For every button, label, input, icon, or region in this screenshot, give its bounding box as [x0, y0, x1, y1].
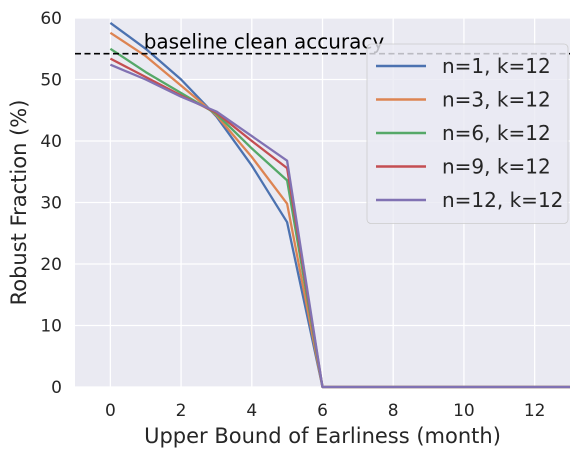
legend-label: n=12, k=12 [442, 188, 563, 212]
x-tick-label: 2 [176, 401, 187, 421]
y-tick-label: 0 [51, 378, 62, 398]
y-tick-labels: 0 10 20 30 40 50 60 [40, 9, 62, 398]
y-tick-label: 20 [40, 255, 62, 275]
x-tick-label: 8 [388, 401, 399, 421]
x-tick-label: 6 [317, 401, 328, 421]
y-tick-label: 60 [40, 9, 62, 29]
y-tick-label: 40 [40, 132, 62, 152]
x-tick-label: 10 [453, 401, 475, 421]
baseline-annotation: baseline clean accuracy [144, 30, 385, 54]
legend: n=1, k=12 n=3, k=12 n=6, k=12 n=9, k=12 n=12… [366, 43, 569, 224]
legend-label: n=3, k=12 [442, 88, 551, 112]
legend-box [366, 43, 569, 224]
series-lines [109, 21, 570, 389]
x-tick-label: 12 [524, 401, 546, 421]
legend-label: n=9, k=12 [442, 155, 551, 179]
series-line-5 [109, 63, 570, 389]
y-axis-label: Robust Fraction (%) [7, 100, 31, 306]
y-tick-label: 50 [40, 71, 62, 91]
x-tick-label: 4 [246, 401, 257, 421]
x-tick-label: 0 [105, 401, 116, 421]
legend-label: n=1, k=12 [442, 54, 551, 78]
y-tick-label: 10 [40, 317, 62, 337]
x-axis-label: Upper Bound of Earliness (month) [144, 424, 501, 448]
y-tick-label: 30 [40, 194, 62, 214]
x-tick-labels: 0 2 4 6 8 10 12 [105, 401, 546, 421]
legend-label: n=6, k=12 [442, 121, 551, 145]
